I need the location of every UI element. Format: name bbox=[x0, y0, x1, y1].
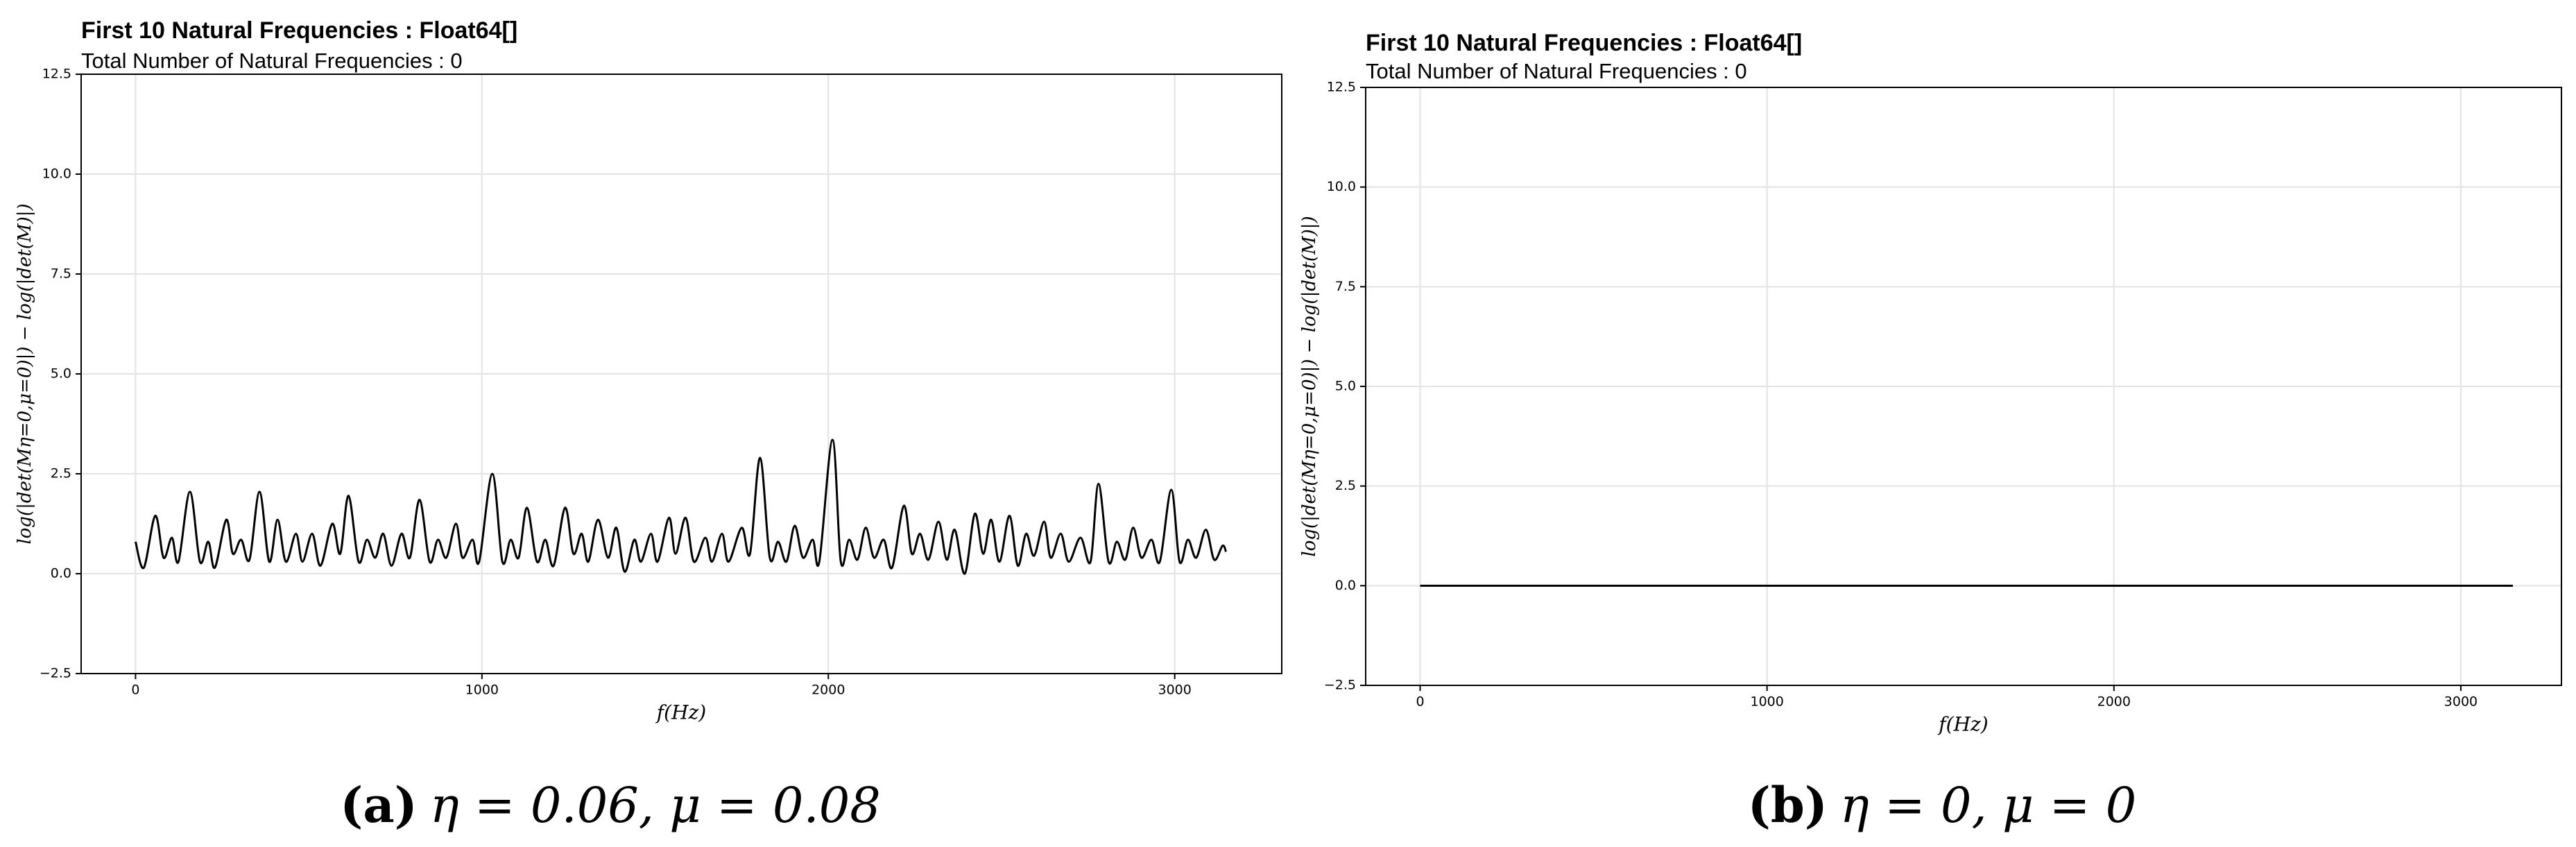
chart-subtitle: Total Number of Natural Frequencies : 0 bbox=[1366, 59, 1747, 83]
plot-frame bbox=[80, 74, 1282, 674]
y-tick-label: 5.0 bbox=[51, 366, 71, 382]
plot-frame bbox=[1365, 87, 2562, 686]
y-axis-label: log(|det(Mη=0,μ=0)|) − log(|det(M)|) bbox=[1299, 216, 1320, 556]
caption-text: η = 0, μ = 0 bbox=[1840, 777, 2136, 834]
x-axis-label: f(Hz) bbox=[655, 701, 706, 724]
x-axis-label: f(Hz) bbox=[1937, 713, 1988, 736]
chart-title: First 10 Natural Frequencies : Float64[] bbox=[1366, 30, 1802, 56]
y-tick-label: 12.5 bbox=[1327, 80, 1356, 95]
x-tick-label: 2000 bbox=[2097, 694, 2131, 710]
data-line bbox=[134, 438, 1227, 575]
y-tick-label: 10.0 bbox=[42, 166, 71, 182]
caption-label: (a) bbox=[340, 776, 418, 834]
y-tick-label: 12.5 bbox=[42, 67, 71, 82]
x-tick-label: 1000 bbox=[1750, 694, 1783, 710]
chart-title: First 10 Natural Frequencies : Float64[] bbox=[81, 17, 517, 44]
x-tick-label: 2000 bbox=[812, 683, 845, 698]
y-tick-label: 0.0 bbox=[1335, 578, 1356, 593]
caption: (b) η = 0, μ = 0 bbox=[1748, 776, 2137, 834]
x-tick-label: 1000 bbox=[465, 683, 499, 698]
y-tick-label: −2.5 bbox=[1324, 678, 1356, 693]
y-tick-label: 7.5 bbox=[1335, 279, 1356, 294]
y-tick-label: 7.5 bbox=[51, 266, 71, 282]
y-tick-label: 10.0 bbox=[1327, 179, 1356, 194]
x-tick-label: 0 bbox=[1416, 694, 1424, 710]
y-tick-label: −2.5 bbox=[40, 666, 71, 681]
y-axis-label: log(|det(Mη=0,μ=0)|) − log(|det(M)|) bbox=[15, 203, 35, 544]
caption-label: (b) bbox=[1748, 776, 1828, 834]
x-tick-label: 3000 bbox=[1158, 683, 1191, 698]
chart-subtitle: Total Number of Natural Frequencies : 0 bbox=[81, 49, 463, 73]
x-tick-label: 0 bbox=[131, 683, 139, 698]
y-tick-label: 2.5 bbox=[1335, 478, 1356, 493]
x-tick-label: 3000 bbox=[2444, 694, 2478, 710]
caption: (a) η = 0.06, μ = 0.08 bbox=[340, 776, 881, 834]
y-tick-label: 2.5 bbox=[51, 466, 71, 481]
y-tick-label: 0.0 bbox=[51, 566, 71, 581]
y-tick-label: 5.0 bbox=[1335, 379, 1356, 394]
caption-text: η = 0.06, μ = 0.08 bbox=[430, 777, 881, 834]
